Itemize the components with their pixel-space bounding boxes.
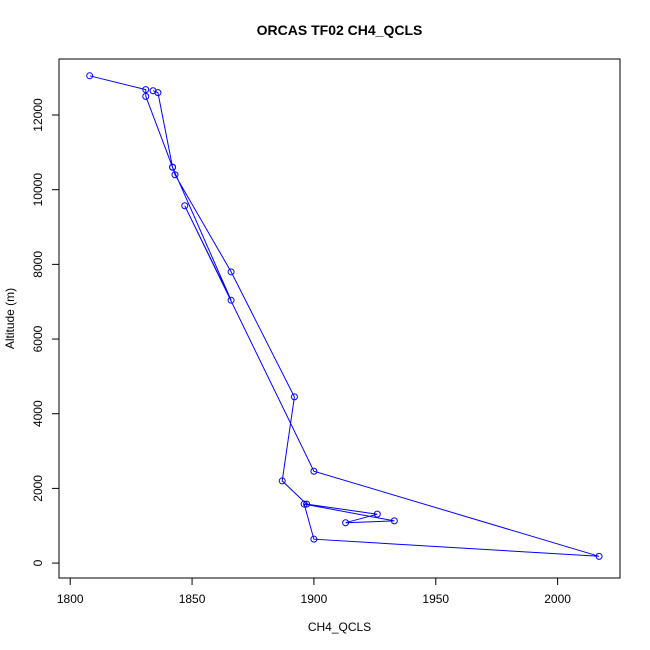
data-point [142, 92, 150, 100]
chart-title: ORCAS TF02 CH4_QCLS [257, 22, 423, 38]
data-point [595, 552, 603, 560]
data-point [169, 163, 177, 171]
data-point [310, 535, 318, 543]
data-point [181, 202, 189, 210]
series-layer [86, 72, 603, 560]
data-point [149, 87, 157, 95]
data-point [142, 86, 150, 94]
y-tick-label: 6000 [31, 325, 45, 352]
y-tick-label: 2000 [31, 475, 45, 502]
y-tick-label: 12000 [31, 98, 45, 132]
data-point [86, 72, 94, 80]
data-point [342, 519, 350, 527]
series-line [89, 75, 600, 557]
x-tick-label: 2000 [544, 592, 571, 606]
y-tick-label: 8000 [31, 251, 45, 278]
x-axis-label: CH4_QCLS [308, 620, 371, 634]
data-point [300, 500, 308, 508]
data-point [390, 517, 398, 525]
data-point [373, 510, 381, 518]
x-tick-label: 1800 [57, 592, 84, 606]
y-tick-label: 4000 [31, 400, 45, 427]
y-tick-label: 10000 [31, 173, 45, 207]
data-point [227, 268, 235, 276]
x-tick-label: 1900 [301, 592, 328, 606]
data-point [154, 89, 162, 97]
data-point [303, 500, 311, 508]
x-tick-label: 1950 [422, 592, 449, 606]
y-axis-label: Altitude (m) [3, 288, 17, 349]
y-tick-label: 0 [31, 559, 45, 566]
y-axis: 0 2000 4000 6000 8000 10000 12000 [31, 98, 60, 566]
data-point [290, 393, 298, 401]
data-point [171, 171, 179, 179]
data-point [227, 296, 235, 304]
x-axis: 1800 1850 1900 1950 2000 [57, 577, 571, 606]
data-point [310, 467, 318, 475]
x-tick-label: 1850 [179, 592, 206, 606]
plot-frame [58, 58, 621, 579]
data-point [278, 477, 286, 485]
